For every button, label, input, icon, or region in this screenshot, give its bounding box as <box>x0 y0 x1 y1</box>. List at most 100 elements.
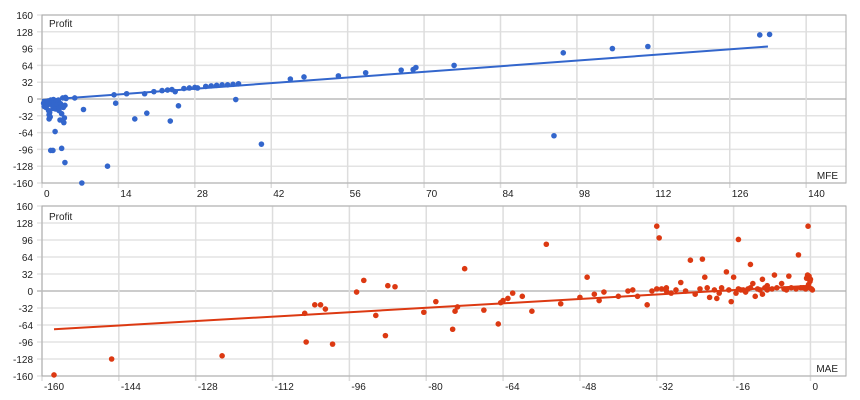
data-point[interactable] <box>104 163 111 169</box>
data-point[interactable] <box>353 289 360 295</box>
data-point[interactable] <box>312 302 318 308</box>
data-point[interactable] <box>747 261 754 268</box>
data-point[interactable] <box>317 302 324 308</box>
data-point[interactable] <box>733 290 739 296</box>
data-point[interactable] <box>543 241 550 248</box>
data-point[interactable] <box>747 285 754 291</box>
data-point[interactable] <box>596 297 602 304</box>
data-point[interactable] <box>756 32 763 38</box>
data-point[interactable] <box>287 76 294 82</box>
data-point[interactable] <box>385 282 391 289</box>
data-point[interactable] <box>519 293 526 300</box>
data-point[interactable] <box>108 356 115 362</box>
data-point[interactable] <box>202 83 209 90</box>
data-point[interactable] <box>80 106 87 113</box>
data-point[interactable] <box>194 85 201 91</box>
data-point[interactable] <box>757 287 763 293</box>
data-point[interactable] <box>711 287 718 293</box>
data-point[interactable] <box>609 45 616 52</box>
data-point[interactable] <box>360 277 367 284</box>
data-point[interactable] <box>663 285 670 291</box>
data-point[interactable] <box>615 293 622 300</box>
data-point[interactable] <box>752 293 759 300</box>
data-point[interactable] <box>644 302 650 308</box>
data-point[interactable] <box>258 141 265 147</box>
data-point[interactable] <box>645 43 651 50</box>
data-point[interactable] <box>714 295 720 302</box>
data-point[interactable] <box>807 276 814 283</box>
data-point[interactable] <box>788 285 795 291</box>
data-point[interactable] <box>421 309 427 316</box>
data-point[interactable] <box>461 265 468 272</box>
data-point[interactable] <box>112 100 119 106</box>
data-point[interactable] <box>769 286 775 292</box>
data-point[interactable] <box>208 83 215 89</box>
data-point[interactable] <box>764 282 771 289</box>
data-point[interactable] <box>557 300 564 307</box>
data-point[interactable] <box>795 252 802 258</box>
data-point[interactable] <box>62 159 68 166</box>
data-point[interactable] <box>658 286 665 292</box>
data-point[interactable] <box>766 31 773 38</box>
data-point[interactable] <box>303 339 309 345</box>
data-point[interactable] <box>509 290 516 296</box>
data-point[interactable] <box>706 294 713 301</box>
data-point[interactable] <box>668 290 674 296</box>
data-point[interactable] <box>723 269 730 275</box>
data-point[interactable] <box>111 92 117 98</box>
data-point[interactable] <box>392 283 398 290</box>
data-point[interactable] <box>560 50 567 56</box>
data-point[interactable] <box>451 62 457 69</box>
data-point[interactable] <box>629 287 636 293</box>
data-point[interactable] <box>649 288 655 294</box>
data-point[interactable] <box>577 294 583 301</box>
data-point[interactable] <box>759 291 766 297</box>
data-point[interactable] <box>735 236 742 243</box>
data-point[interactable] <box>805 223 811 229</box>
data-point[interactable] <box>677 279 684 286</box>
data-point[interactable] <box>46 109 53 116</box>
data-point[interactable] <box>143 110 150 116</box>
data-point[interactable] <box>730 274 737 280</box>
data-point[interactable] <box>529 308 535 314</box>
data-point[interactable] <box>764 287 771 293</box>
data-point[interactable] <box>656 235 662 241</box>
data-point[interactable] <box>505 295 511 302</box>
data-point[interactable] <box>687 257 694 263</box>
data-point[interactable] <box>71 95 78 101</box>
data-point[interactable] <box>697 286 703 292</box>
data-point[interactable] <box>699 256 706 262</box>
data-point[interactable] <box>181 85 187 92</box>
data-point[interactable] <box>47 147 54 154</box>
data-point[interactable] <box>452 308 458 314</box>
data-point[interactable] <box>232 96 239 103</box>
data-point[interactable] <box>58 145 65 152</box>
data-point[interactable] <box>335 73 342 79</box>
data-point[interactable] <box>793 286 799 292</box>
data-point[interactable] <box>301 310 308 317</box>
data-point[interactable] <box>52 128 58 135</box>
data-point[interactable] <box>213 82 220 89</box>
data-point[interactable] <box>151 88 157 95</box>
data-point[interactable] <box>704 285 710 291</box>
data-point[interactable] <box>673 287 679 293</box>
data-point[interactable] <box>164 87 171 93</box>
data-point[interactable] <box>774 285 780 291</box>
data-point[interactable] <box>62 102 68 109</box>
data-point[interactable] <box>433 298 439 305</box>
data-point[interactable] <box>726 287 732 293</box>
data-point[interactable] <box>728 298 735 305</box>
data-point[interactable] <box>634 293 641 300</box>
data-point[interactable] <box>625 288 631 294</box>
data-point[interactable] <box>63 95 69 102</box>
data-point[interactable] <box>778 280 785 287</box>
data-point[interactable] <box>322 306 329 312</box>
data-point[interactable] <box>771 272 778 278</box>
data-point[interactable] <box>61 119 67 126</box>
data-point[interactable] <box>682 288 689 294</box>
data-point[interactable] <box>398 67 404 73</box>
data-point[interactable] <box>51 372 57 378</box>
data-point[interactable] <box>79 180 85 186</box>
data-point[interactable] <box>58 110 65 117</box>
data-point[interactable] <box>47 114 53 120</box>
